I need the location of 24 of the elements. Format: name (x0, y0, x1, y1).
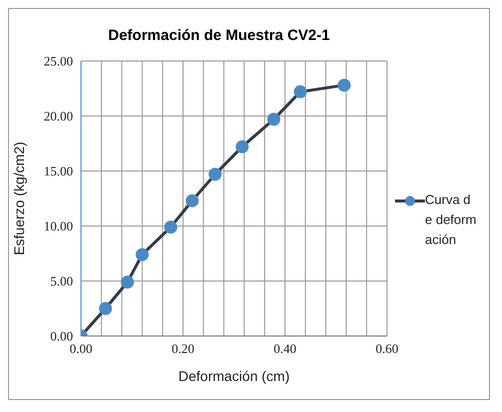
y-tick-label: 5.00 (50, 274, 73, 289)
point (294, 85, 307, 98)
legend-label: Curva de deformación (425, 190, 477, 248)
point (186, 194, 199, 208)
point (136, 248, 149, 262)
y-tick-label: 0.00 (50, 328, 73, 344)
point (164, 220, 178, 234)
y-tick-label: 15.00 (44, 164, 73, 179)
point (208, 168, 222, 181)
x-tick-label: 0.40 (274, 341, 296, 356)
point (120, 276, 134, 289)
y-tick-label: 20.00 (44, 108, 73, 124)
chart-title: Deformación de Muestra CV2-1 (107, 26, 331, 46)
x-tick-label: 0.60 (376, 341, 398, 356)
y-axis-title: Esfuerzo (kg/cm2) (10, 142, 27, 256)
y-tick-label: 10.00 (44, 218, 73, 234)
point (267, 112, 280, 126)
y-tick-label: 25.00 (44, 54, 73, 69)
point (236, 140, 249, 154)
point (98, 302, 112, 315)
point (338, 78, 351, 92)
x-tick-label: 0.00 (70, 341, 92, 356)
x-axis-title: Deformación (cm) (178, 368, 290, 384)
x-tick-label: 0.20 (172, 341, 194, 356)
